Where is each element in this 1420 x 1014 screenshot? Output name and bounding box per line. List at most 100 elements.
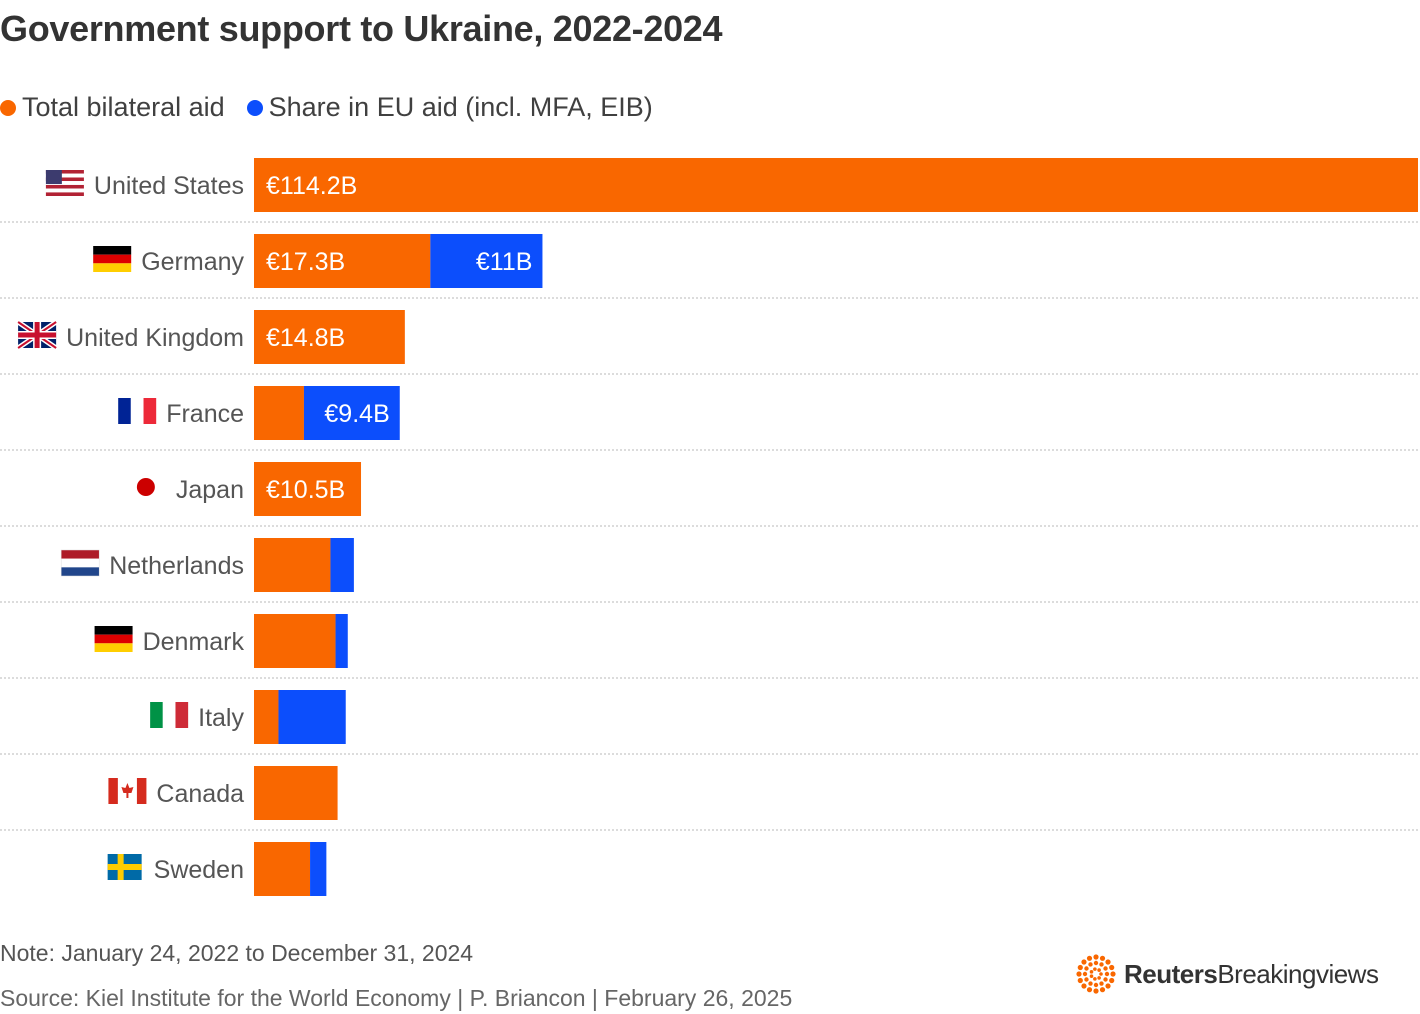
bar-row: Germany €17.3B €11B (0, 234, 1418, 299)
logo-text-reuters: Reuters (1124, 958, 1218, 989)
bar-row: Sweden (107, 842, 327, 896)
flag-stripe (45, 177, 84, 182)
flag-band (136, 778, 147, 804)
logo-dot (1084, 966, 1089, 971)
bar-bilateral (254, 766, 338, 820)
flag-stripe (45, 173, 84, 178)
flag-band (130, 398, 144, 424)
logo-dot (1093, 967, 1097, 971)
legend-label-eu: Share in EU aid (incl. MFA, EIB) (268, 92, 653, 122)
category-label: Netherlands (109, 552, 244, 580)
logo-dot (1099, 955, 1106, 961)
flag-band (93, 254, 132, 264)
data-label-bilateral: €14.8B (266, 324, 345, 352)
flag-band (150, 702, 163, 728)
bar-row: Japan €10.5B (0, 462, 1418, 527)
flag-band (118, 398, 131, 424)
logo-dot (1109, 977, 1115, 984)
flag-band (93, 263, 132, 272)
flag-band (94, 643, 133, 652)
bar-row: Denmark (0, 614, 1418, 679)
category-label: Italy (198, 704, 244, 732)
bar-bilateral (254, 310, 405, 364)
flag-stripe (45, 188, 84, 193)
flag-band (61, 550, 100, 559)
logo-dot (1081, 959, 1087, 965)
logo-dot (1086, 955, 1093, 961)
logo-dot (1076, 971, 1082, 977)
category-label: Germany (141, 248, 244, 276)
logo-dot (1093, 977, 1097, 981)
bar-eu (430, 234, 543, 288)
bar-row: France €9.4B (0, 386, 1418, 451)
bar-row: Netherlands (0, 538, 1418, 603)
bar-eu (330, 538, 354, 592)
chart-source: Source: Kiel Institute for the World Eco… (0, 985, 793, 1011)
logo-dot (1093, 954, 1099, 960)
japan-flag-icon (136, 478, 155, 496)
reuters-breakingviews-logo: ReutersBreakingviews (1076, 954, 1379, 994)
flag-cross (117, 854, 124, 880)
chart-note: Note: January 24, 2022 to December 31, 2… (0, 940, 474, 966)
logo-dot (1089, 974, 1094, 978)
flag-canton (45, 170, 62, 185)
category-label: Japan (176, 476, 244, 504)
logo-dot (1093, 988, 1099, 994)
flag-stripe (45, 184, 84, 189)
logo-dot (1077, 977, 1083, 984)
legend-label-bilateral: Total bilateral aid (22, 92, 225, 122)
flag-band (108, 778, 118, 804)
logo-dot (1089, 970, 1094, 974)
logo-dot (1084, 977, 1089, 982)
legend-swatch-eu (246, 99, 263, 116)
logo-dot (1093, 960, 1099, 966)
bar-eu (278, 690, 346, 744)
us-flag-icon (45, 170, 84, 196)
bar-chart: United States €114.2B Germany €17.3B €11B Uni… (0, 158, 1418, 896)
legend-swatch-bilateral (0, 99, 16, 116)
chart-title: Government support to Ukraine, 2022-2024 (0, 8, 723, 49)
logo-dot (1099, 972, 1103, 976)
logo-dot (1110, 971, 1116, 977)
logo-dot (1082, 971, 1088, 977)
logo-text: ReutersBreakingviews (1124, 958, 1379, 990)
flag-stripe (45, 170, 84, 174)
data-label-eu: €11B (476, 248, 533, 276)
bar-row: Canada (0, 766, 1418, 831)
legend-item-eu: Share in EU aid (incl. MFA, EIB) (246, 92, 653, 123)
flag-cross-red (34, 322, 40, 348)
logo-dot (1099, 981, 1104, 986)
germany-flag-icon (93, 246, 132, 272)
bar-eu (303, 386, 400, 440)
data-label-bilateral: €10.5B (266, 476, 345, 504)
logo-dot (1099, 987, 1106, 993)
logo-dot (1097, 968, 1101, 972)
logo-dot (1103, 966, 1108, 971)
logo-text-breakingviews: Breakingviews (1217, 958, 1379, 989)
legend-item-bilateral: Total bilateral aid (0, 92, 225, 123)
bar-bilateral (254, 386, 304, 440)
logo-dot (1093, 982, 1099, 988)
flag-cross (107, 864, 142, 870)
logo-dot (1088, 962, 1093, 967)
bar-bilateral (254, 158, 1418, 212)
bar-row: United Kingdom €14.8B (0, 310, 1418, 375)
netherlands-flag-icon (60, 549, 100, 577)
bar-row: Italy (0, 690, 1418, 755)
flag-band (94, 626, 133, 635)
italy-flag-icon (150, 702, 189, 728)
bar-bilateral (254, 614, 336, 668)
category-label: Denmark (143, 628, 245, 656)
logo-dot (1105, 983, 1111, 989)
flag-band (93, 246, 132, 255)
logo-dot (1103, 977, 1108, 982)
logo-dot (1086, 987, 1093, 993)
logo-dot (1105, 959, 1111, 965)
flag-band (162, 702, 176, 728)
bar-row: United States €114.2B (0, 158, 1418, 223)
data-label-bilateral: €17.3B (266, 248, 345, 276)
bar-bilateral (254, 842, 311, 896)
flag-band (175, 702, 189, 728)
flag-band (61, 567, 100, 576)
canada-flag-icon (108, 778, 147, 804)
